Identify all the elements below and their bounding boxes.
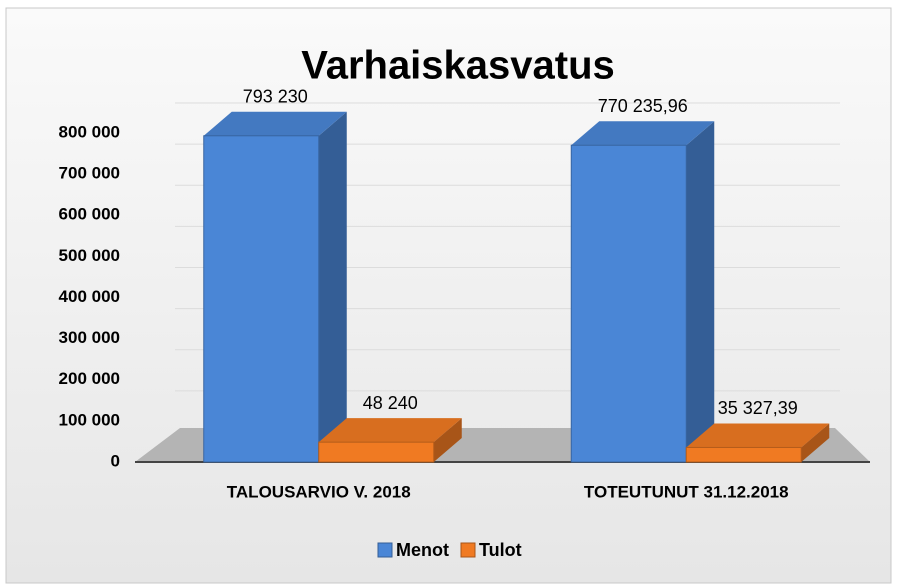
y-tick-label: 200 000 [59, 369, 120, 388]
bar-side [318, 111, 347, 462]
bar-top [318, 418, 462, 443]
legend-swatch [377, 542, 393, 558]
y-tick-label: 600 000 [59, 205, 120, 224]
bar-side [801, 423, 830, 462]
bar [318, 441, 435, 463]
y-tick-label: 100 000 [59, 410, 120, 429]
chart-background [5, 7, 892, 584]
y-tick-label: 800 000 [59, 122, 120, 141]
y-tick-label: 400 000 [59, 287, 120, 306]
data-label: 770 235,96 [598, 96, 688, 116]
y-tick-label: 0 [111, 451, 120, 470]
legend-label: Menot [396, 540, 449, 560]
x-tick-label: TOTEUTUNUT 31.12.2018 [584, 482, 789, 501]
bar-side [686, 121, 715, 462]
bar-side [433, 418, 462, 462]
y-tick-label: 700 000 [59, 164, 120, 183]
data-label: 48 240 [363, 393, 418, 413]
bar [685, 446, 802, 463]
bar-top [203, 111, 347, 136]
data-label: 35 327,39 [718, 398, 798, 418]
bar [570, 144, 687, 463]
data-label: 793 230 [243, 87, 308, 107]
bar-top [686, 423, 830, 448]
chart-title: Varhaiskasvatus [301, 44, 615, 88]
legend-swatch [460, 542, 476, 558]
y-tick-label: 500 000 [59, 246, 120, 265]
bar [203, 135, 320, 463]
x-tick-label: TALOUSARVIO V. 2018 [227, 482, 411, 501]
bar-top [571, 121, 715, 146]
y-tick-label: 300 000 [59, 328, 120, 347]
legend-label: Tulot [479, 540, 522, 560]
